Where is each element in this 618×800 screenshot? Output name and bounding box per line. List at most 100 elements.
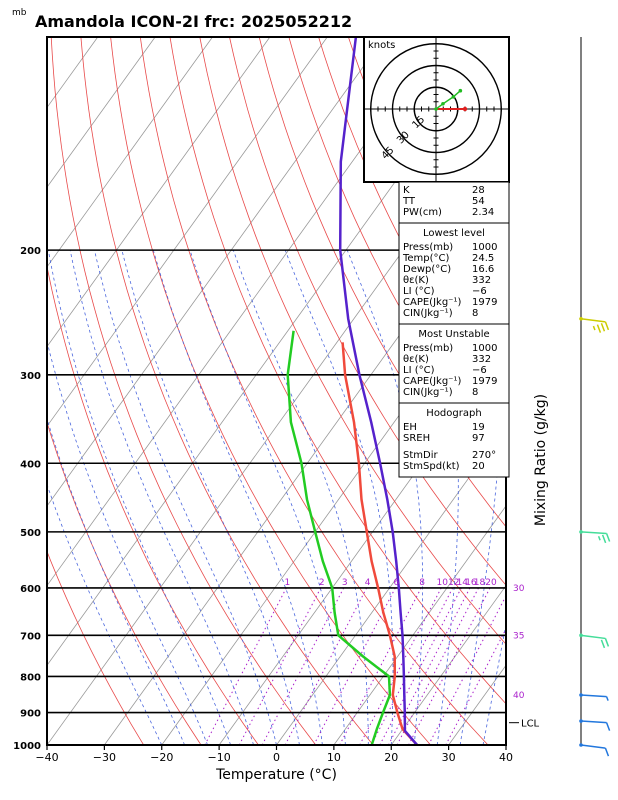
x-tick-label: −20 (150, 751, 173, 764)
mixing-ratio-line (445, 627, 506, 745)
stats-row-value: −6 (472, 286, 487, 297)
stats-row-value: 1000 (472, 343, 497, 354)
wind-barb-base (579, 743, 583, 747)
stats-row-value: 24.5 (472, 253, 494, 264)
mixing-ratio-value-label: 8 (419, 578, 425, 588)
stats-row-label: StmSpd(kt) (403, 461, 460, 472)
stats-row-label: CAPE(Jkg⁻¹) (403, 376, 461, 387)
stats-row-value: 332 (472, 275, 491, 286)
mixing-ratio-value-label: 20 (485, 578, 497, 588)
stats-row-value: 97 (472, 433, 485, 444)
wind-barb-flag (596, 324, 602, 333)
moist-adiabat-line (482, 622, 506, 745)
stats-row-label: CAPE(Jkg⁻¹) (403, 297, 461, 308)
y-tick-label: 800 (20, 672, 41, 683)
mixing-ratio-value-label: 16 (465, 578, 477, 588)
stats-row-value: 1000 (472, 242, 497, 253)
dry-adiabat-line (47, 550, 145, 745)
x-tick-label: 30 (442, 751, 456, 764)
wind-barb-shaft (580, 531, 607, 535)
wind-barb-base (579, 633, 583, 638)
stats-box (398, 402, 510, 478)
mixing-ratio-line (204, 587, 287, 745)
isotherm-line (47, 37, 443, 587)
stats-row-label: CIN(Jkg⁻¹) (403, 308, 453, 319)
isotherm-line (47, 37, 271, 348)
stats-row-value: 19 (472, 422, 485, 433)
dry-adiabat-line (110, 37, 432, 745)
x-tick-label: −30 (93, 751, 116, 764)
isotherm-line (47, 37, 99, 109)
y-tick-label: 400 (20, 459, 41, 470)
y-tick-label: 900 (20, 709, 41, 720)
wind-barb-shaft (580, 634, 606, 640)
dry-adiabat-line (50, 37, 317, 745)
isotherm-line (390, 584, 506, 745)
hodograph-point (458, 88, 463, 93)
isotherm-line (333, 505, 506, 745)
mixing-ratio-value-label: 1 (284, 578, 290, 588)
dry-adiabat-line (496, 37, 506, 57)
x-tick-label: 40 (499, 751, 513, 764)
x-tick-label: 20 (384, 751, 398, 764)
stats-row-label: Temp(°C) (402, 253, 450, 264)
moist-adiabat-line (505, 743, 506, 745)
stats-row-value: 1979 (472, 376, 497, 387)
mixing-ratio-value-label: 12 (448, 578, 459, 588)
x-tick-label: 0 (273, 751, 280, 764)
stats-row-value: 8 (472, 308, 478, 319)
x-tick-label: 10 (327, 751, 341, 764)
dry-adiabat-line (80, 37, 374, 745)
mixing-ratio-value-label: 18 (474, 578, 486, 588)
wind-barb-flag (604, 747, 610, 757)
isotherm-line (47, 37, 385, 507)
x-tick-label: −40 (35, 751, 58, 764)
stats-row-value: 28 (472, 185, 485, 196)
lcl-label: LCL (521, 719, 540, 730)
y-tick-label: 300 (20, 371, 41, 382)
isotherm-value-label: 40 (513, 691, 525, 701)
wind-barb-half-flag (592, 325, 596, 331)
hodograph-point (441, 101, 445, 106)
dewpoint-line (286, 330, 392, 745)
wind-barb-shaft (580, 694, 607, 698)
mixing-ratio-value-label: 4 (365, 578, 371, 588)
mixing-ratio-value-label: 2 (319, 578, 325, 588)
wind-barb-flag (601, 534, 607, 544)
stats-box (398, 181, 510, 224)
hodograph-point (434, 107, 438, 111)
dry-adiabat-line (47, 421, 202, 745)
stats-row-label: K (403, 185, 410, 196)
stats-section-header: Hodograph (426, 408, 481, 419)
stats-row-value: 270° (472, 450, 496, 461)
stats-row-label: SREH (403, 433, 430, 444)
wind-barb-base (579, 719, 583, 723)
dry-adiabat-line (586, 37, 618, 760)
stats-section-header: Lowest level (423, 228, 485, 239)
y-tick-label: 600 (20, 584, 41, 595)
chart-title: Amandola ICON-2I frc: 2025052212 (35, 12, 352, 31)
stats-row-label: CIN(Jkg⁻¹) (403, 387, 453, 398)
stats-row-label: LI (°C) (403, 365, 435, 376)
pressure-unit-label: mb (12, 8, 27, 18)
plot-background-lines (47, 37, 618, 760)
moist-adiabat-line (47, 483, 163, 745)
x-tick-label: −10 (208, 751, 231, 764)
wind-barb-flag (605, 533, 611, 542)
wind-barb-flag (600, 322, 606, 332)
mixing-ratio-line (379, 587, 462, 745)
wind-barb-half-flag (605, 696, 609, 701)
stats-row-value: 16.6 (472, 264, 494, 275)
stats-row-value: 20 (472, 461, 485, 472)
wind-barb-base (579, 316, 583, 321)
dry-adiabat-line (556, 37, 618, 760)
stats-row-value: −6 (472, 365, 487, 376)
wind-barb-shaft (580, 317, 606, 323)
stats-row-value: 2.34 (472, 207, 494, 218)
isotherm-line (276, 425, 506, 745)
mixing-ratio-value-label: 6 (393, 578, 399, 588)
stats-box (398, 222, 510, 325)
wind-barb-half-flag (597, 535, 601, 541)
isotherm-line (47, 37, 213, 268)
